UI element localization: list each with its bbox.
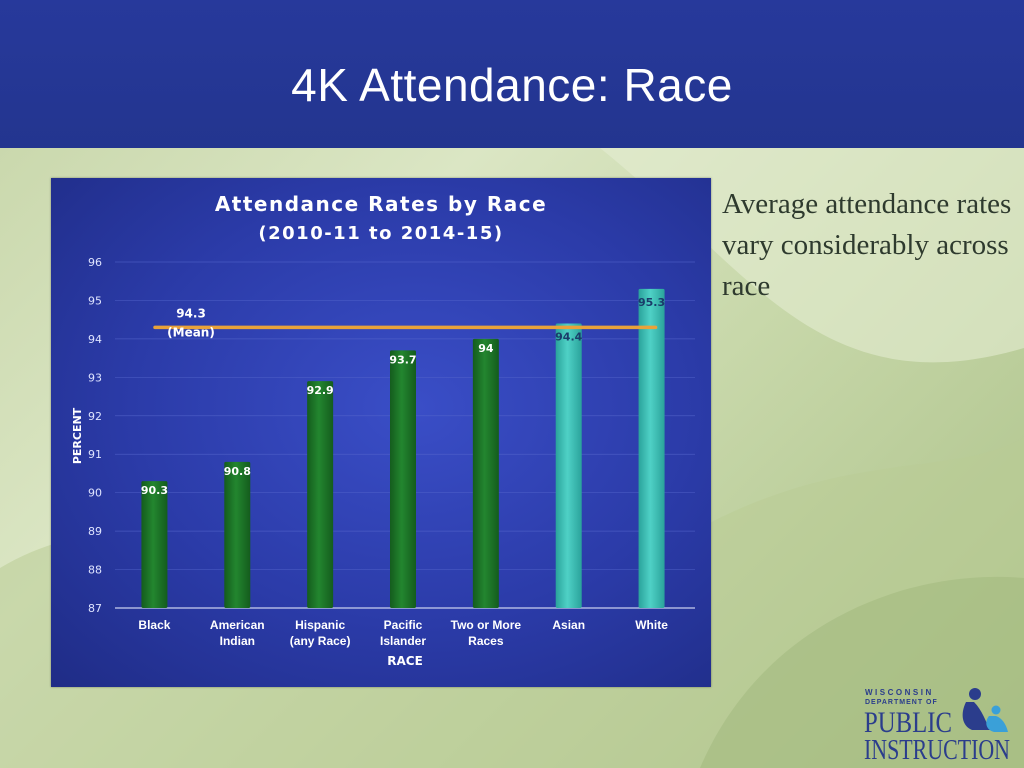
attendance-bar-chart: Attendance Rates by Race (2010-11 to 201… bbox=[71, 192, 695, 668]
data-label-5: 94.4 bbox=[555, 331, 582, 344]
bar-4 bbox=[472, 338, 499, 608]
y-tick-label: 89 bbox=[88, 525, 102, 538]
slide-header: 4K Attendance: Race bbox=[0, 0, 1024, 148]
logo-line-4: INSTRUCTION bbox=[864, 735, 1010, 762]
y-axis-label: PERCENT bbox=[71, 407, 84, 464]
logo-line-3: PUBLIC bbox=[864, 706, 952, 739]
x-tick-label-4-1: Races bbox=[468, 634, 504, 648]
y-tick-label: 93 bbox=[88, 371, 102, 384]
data-label-6: 95.3 bbox=[638, 296, 665, 309]
y-tick-label: 96 bbox=[88, 256, 102, 269]
x-tick-label-4-0: Two or More bbox=[451, 618, 522, 632]
bar-5 bbox=[555, 323, 582, 608]
data-label-0: 90.3 bbox=[141, 484, 168, 497]
x-tick-label-2-0: Hispanic bbox=[295, 618, 345, 632]
x-tick-label-1-1: Indian bbox=[220, 634, 255, 648]
wisconsin-dpi-logo: WISCONSIN DEPARTMENT OF PUBLIC INSTRUCTI… bbox=[864, 688, 1010, 762]
y-tick-label: 90 bbox=[88, 487, 102, 500]
bar-1 bbox=[224, 461, 251, 608]
x-tick-label-0-0: Black bbox=[138, 618, 170, 632]
y-tick-label: 88 bbox=[88, 564, 102, 577]
bar-0 bbox=[141, 481, 168, 608]
chart-title: Attendance Rates by Race bbox=[215, 192, 547, 216]
data-label-1: 90.8 bbox=[224, 465, 251, 478]
slide-title: 4K Attendance: Race bbox=[291, 59, 733, 111]
reading-figure-icon bbox=[962, 688, 1008, 732]
x-tick-label-6-0: White bbox=[635, 618, 668, 632]
data-label-4: 94 bbox=[478, 342, 494, 355]
mean-sublabel: (Mean) bbox=[167, 325, 215, 339]
chart-panel: Attendance Rates by Race (2010-11 to 201… bbox=[51, 178, 711, 687]
x-tick-label-3-1: Islander bbox=[380, 634, 426, 648]
y-tick-label: 95 bbox=[88, 294, 102, 307]
mean-label: 94.3 bbox=[176, 306, 206, 320]
y-tick-label: 91 bbox=[88, 448, 102, 461]
data-label-2: 92.9 bbox=[307, 384, 334, 397]
chart-subtitle: (2010-11 to 2014-15) bbox=[258, 223, 503, 244]
y-tick-label: 87 bbox=[88, 602, 102, 615]
data-label-3: 93.7 bbox=[389, 353, 416, 366]
bar-3 bbox=[390, 350, 416, 608]
x-axis-label: RACE bbox=[387, 654, 423, 668]
side-text: Average attendance rates vary considerab… bbox=[722, 188, 1012, 302]
x-tick-label-3-0: Pacific bbox=[384, 618, 423, 632]
x-tick-label-1-0: American bbox=[210, 618, 265, 632]
x-tick-label-5-0: Asian bbox=[552, 618, 585, 632]
logo-line-1: WISCONSIN bbox=[865, 688, 934, 697]
x-tick-label-2-1: (any Race) bbox=[290, 634, 351, 648]
y-tick-label: 92 bbox=[88, 410, 102, 423]
bar-6 bbox=[638, 288, 665, 608]
logo-line-2: DEPARTMENT OF bbox=[865, 699, 938, 706]
bar-2 bbox=[307, 381, 334, 608]
y-tick-label: 94 bbox=[88, 333, 102, 346]
